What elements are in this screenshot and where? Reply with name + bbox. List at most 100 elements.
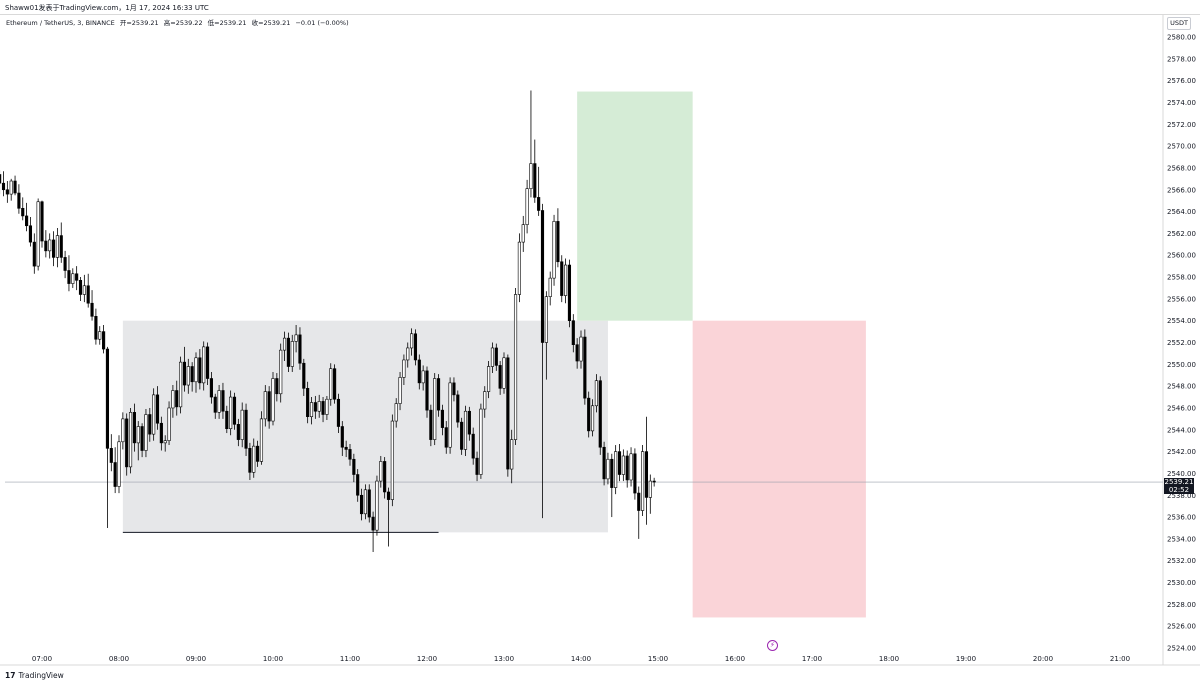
price-tick-label: 2576.00 — [1167, 77, 1196, 85]
candle-body — [105, 348, 110, 449]
candle-body — [213, 396, 217, 413]
candle-body — [132, 412, 136, 444]
candle-body — [529, 163, 533, 189]
candle-body — [398, 377, 402, 404]
candle-body — [279, 349, 283, 395]
candle-body — [171, 390, 175, 409]
candle-body — [587, 397, 591, 432]
candle-body — [606, 458, 610, 480]
symbol-legend[interactable]: Ethereum / TetherUS, 3, BINANCE 开=2539.2… — [6, 17, 352, 27]
price-tick-label: 2528.00 — [1167, 601, 1196, 609]
candle-body — [490, 347, 495, 367]
candle-body — [433, 378, 437, 440]
time-tick-label: 18:00 — [879, 655, 899, 663]
time-tick-label: 09:00 — [186, 655, 206, 663]
candle-body — [179, 361, 183, 408]
candle-body — [460, 421, 464, 450]
price-tick-label: 2540.00 — [1167, 470, 1196, 478]
candle-body — [221, 390, 225, 412]
candle-body — [510, 439, 514, 470]
candle-body — [128, 412, 133, 468]
short-stop-zone[interactable] — [692, 320, 866, 618]
candle-body — [590, 405, 595, 432]
candle-body — [1, 182, 6, 191]
time-tick-label: 17:00 — [802, 655, 822, 663]
candle-body — [113, 462, 117, 487]
time-tick-label: 19:00 — [956, 655, 976, 663]
lightning-icon[interactable]: ⚡ — [767, 640, 778, 651]
candle-body — [406, 347, 410, 361]
candle-body — [625, 455, 629, 481]
candle-body — [363, 489, 367, 515]
price-tick-label: 2544.00 — [1167, 426, 1196, 434]
candle-body — [575, 344, 579, 362]
candle-body — [194, 357, 198, 383]
candle-body — [71, 273, 75, 284]
currency-button[interactable]: USDT — [1167, 17, 1191, 30]
price-tick-label: 2578.00 — [1167, 55, 1196, 63]
candle-body — [209, 378, 213, 398]
candle-body — [402, 359, 406, 378]
candle-body — [28, 225, 33, 243]
long-target-zone[interactable] — [577, 91, 693, 321]
footer-brand: 17 TradingView — [5, 671, 64, 680]
candle-body — [102, 331, 106, 350]
price-tick-label: 2570.00 — [1167, 143, 1196, 151]
candle-body — [302, 362, 306, 389]
candle-body — [294, 334, 298, 342]
candle-body — [44, 240, 48, 252]
time-tick-label: 11:00 — [340, 655, 360, 663]
candle-body — [252, 445, 256, 473]
candle-body — [309, 402, 314, 417]
candle-body — [452, 382, 456, 396]
candle-body — [533, 163, 537, 198]
time-tick-label: 08:00 — [109, 655, 129, 663]
candle-body — [379, 461, 383, 482]
candle-body — [440, 409, 444, 428]
price-tick-label: 2546.00 — [1167, 404, 1196, 412]
candle-body — [90, 302, 94, 317]
candle-body — [579, 336, 583, 362]
candle-body — [410, 333, 414, 349]
price-tick-label: 2548.00 — [1167, 383, 1196, 391]
symbol-name[interactable]: Ethereum / TetherUS, 3, BINANCE — [6, 19, 115, 27]
candle-body — [521, 224, 525, 243]
candle-body — [560, 261, 564, 296]
candle-body — [494, 347, 498, 366]
candle-body — [148, 414, 152, 435]
time-tick-label: 14:00 — [571, 655, 591, 663]
candle-body — [94, 316, 98, 340]
candle-body — [348, 449, 352, 460]
candle-body — [629, 453, 633, 481]
candle-body — [286, 337, 290, 367]
candle-body — [537, 197, 541, 211]
candle-body — [544, 296, 548, 343]
price-tick-label: 2558.00 — [1167, 274, 1196, 282]
candle-body — [471, 433, 475, 459]
candle-body — [25, 215, 29, 227]
candle-body — [271, 378, 275, 422]
candle-body — [86, 285, 90, 304]
candle-body — [140, 426, 144, 451]
candle-body — [98, 331, 102, 340]
price-tick-label: 2552.00 — [1167, 339, 1196, 347]
price-tick-label: 2554.00 — [1167, 317, 1196, 325]
candles-layer — [0, 90, 656, 552]
candle-body — [190, 366, 194, 383]
candle-body — [229, 396, 233, 429]
candle-body — [371, 516, 375, 531]
candle-body — [602, 446, 606, 480]
price-tick-label: 2538.00 — [1167, 492, 1196, 500]
candle-body — [479, 408, 483, 475]
candle-body — [13, 180, 17, 194]
candle-body — [0, 174, 2, 184]
candle-body — [198, 357, 202, 384]
candle-body — [487, 366, 491, 392]
candle-body — [333, 368, 337, 400]
candle-body — [598, 380, 602, 448]
candle-body — [633, 453, 637, 494]
time-tick-label: 16:00 — [725, 655, 745, 663]
high-value: 高=2539.22 — [163, 19, 203, 27]
